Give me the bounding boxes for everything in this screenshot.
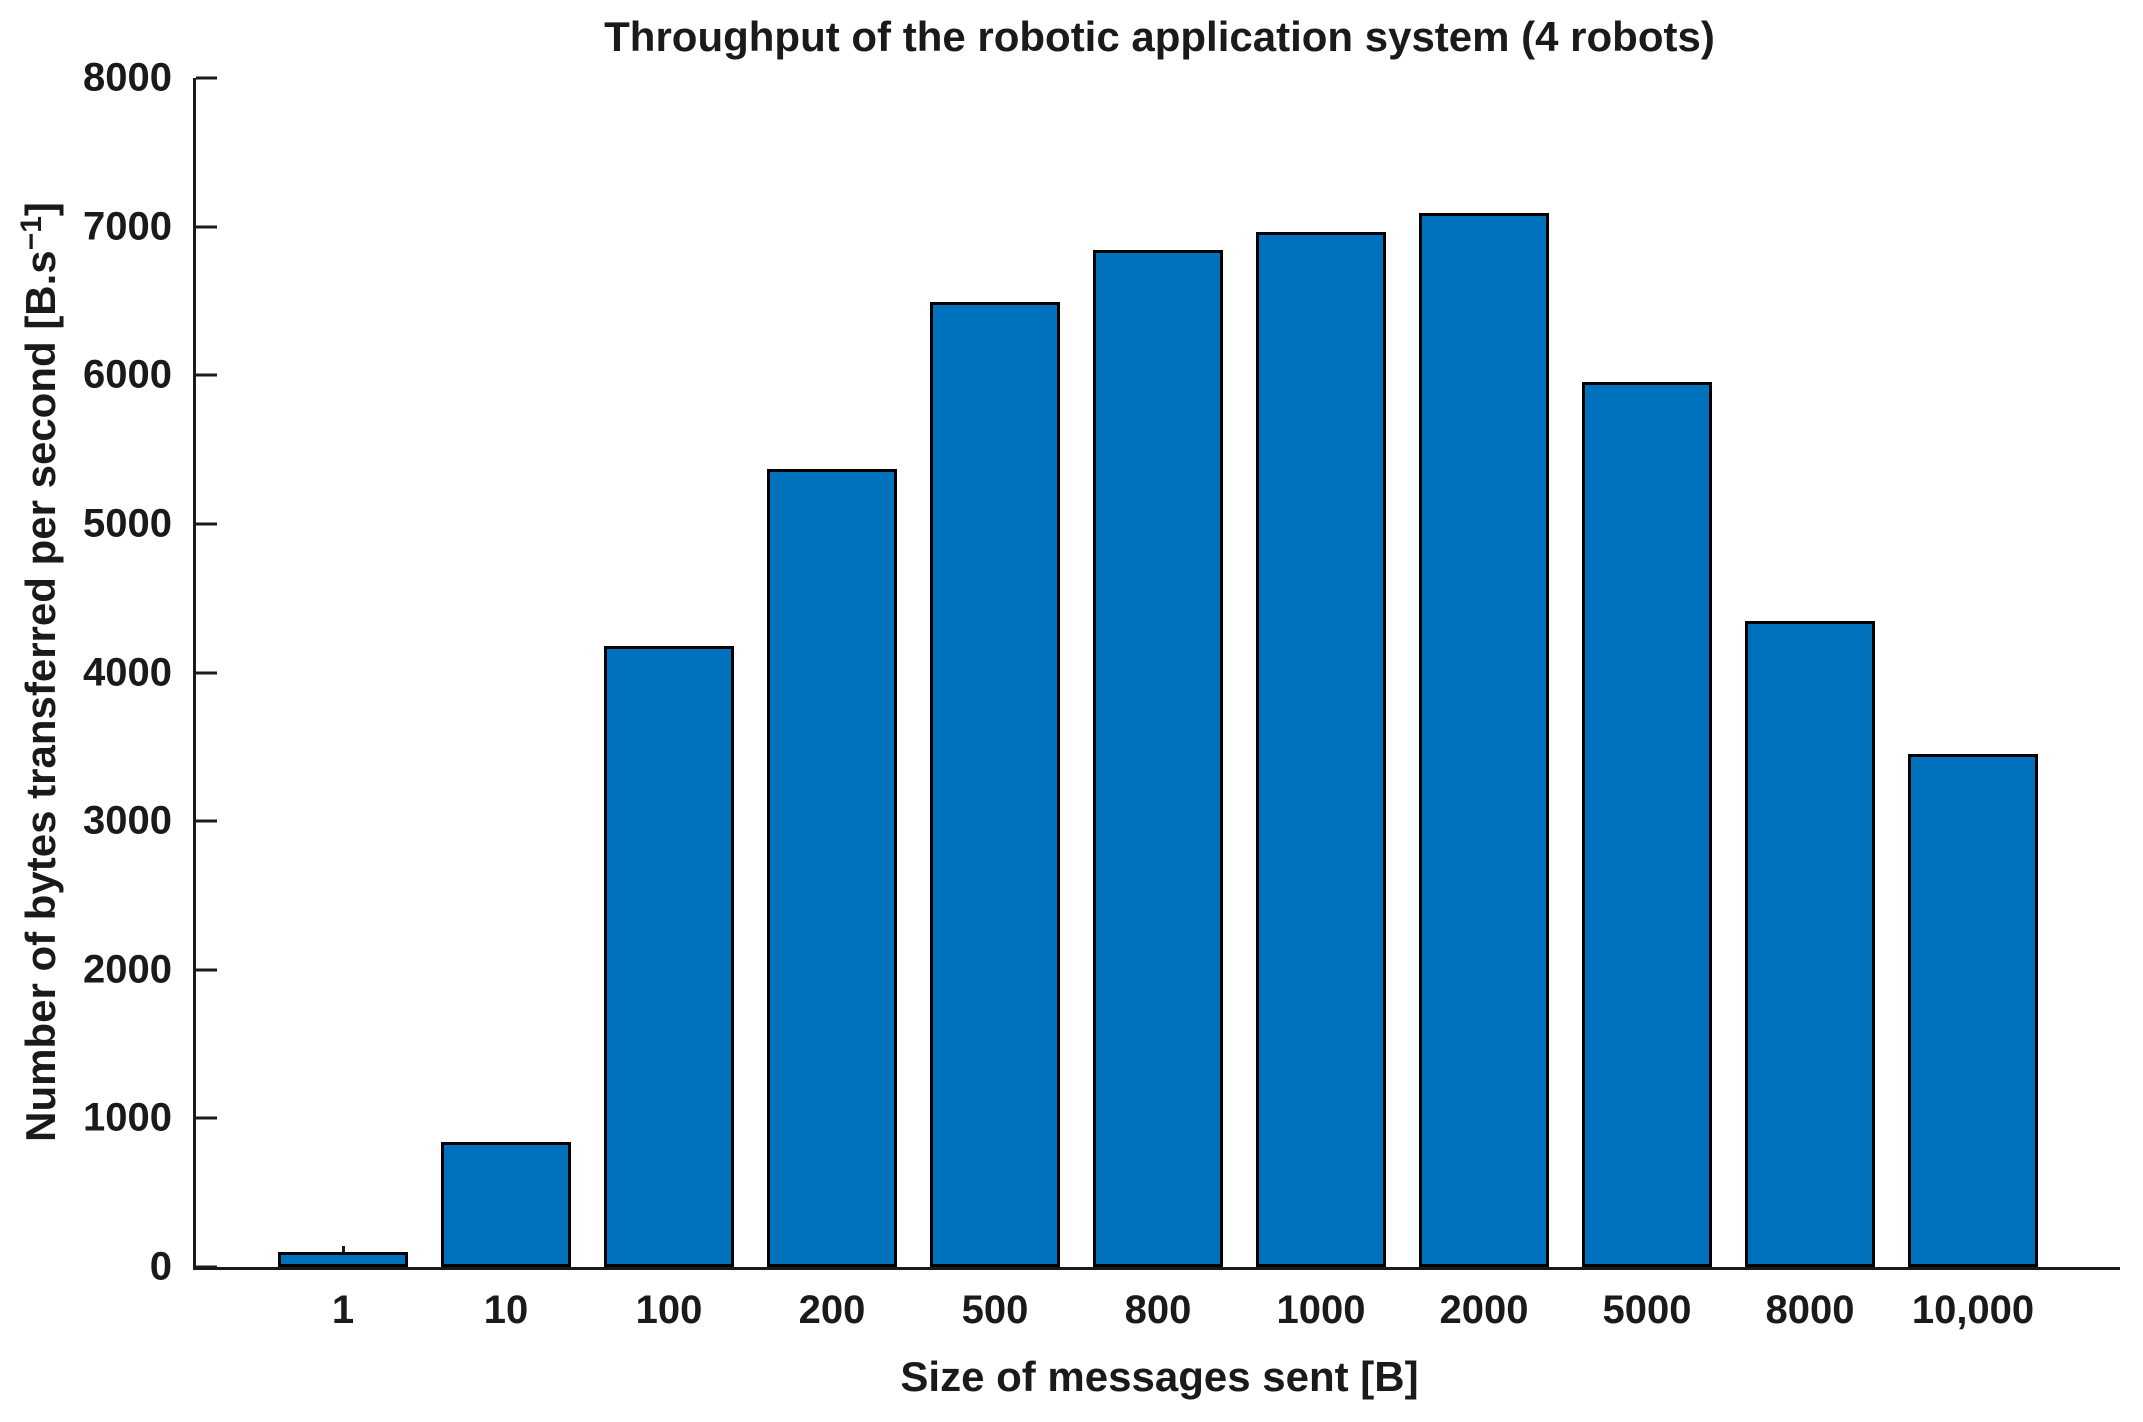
y-tick (196, 968, 217, 972)
bar-1000 (1256, 232, 1386, 1267)
x-tick-label: 2000 (1439, 1288, 1529, 1332)
y-tick (196, 225, 217, 229)
y-tick-label: 4000 (83, 650, 172, 694)
x-tick-label: 10 (483, 1288, 529, 1332)
y-tick-label: 3000 (83, 798, 172, 843)
chart-title: Throughput of the robotic application sy… (604, 13, 1715, 60)
x-tick-label: 8000 (1765, 1288, 1855, 1332)
y-tick-label: 5000 (83, 501, 172, 546)
bar-500 (930, 302, 1060, 1267)
x-tick-label: 1 (331, 1288, 355, 1332)
bar-800 (1093, 250, 1223, 1267)
y-tick (196, 1265, 217, 1269)
bar-5000 (1582, 382, 1712, 1267)
y-tick (196, 1116, 217, 1120)
bar-200 (767, 469, 897, 1267)
x-tick-label: 800 (1124, 1288, 1192, 1332)
y-tick (196, 819, 217, 823)
x-tick-label: 10,000 (1911, 1288, 2035, 1332)
bar-2000 (1419, 213, 1549, 1267)
bar-100 (604, 646, 734, 1267)
y-tick-label: 8000 (83, 55, 172, 100)
y-tick-label: 6000 (83, 352, 172, 397)
x-tick-label: 100 (635, 1288, 703, 1332)
y-axis-tick-labels: 0 1000 2000 3000 4000 5000 6000 7000 8000 (0, 56, 172, 1289)
plot-area (193, 76, 2120, 1270)
x-tick-label: 500 (961, 1288, 1029, 1332)
y-tick (196, 671, 217, 674)
x-tick-label: 1000 (1276, 1288, 1366, 1332)
y-tick-label: 7000 (83, 204, 172, 249)
y-tick (196, 373, 217, 377)
x-tick-label: 200 (798, 1288, 866, 1332)
x-axis-label: Size of messages sent [B] (900, 1353, 1419, 1400)
y-tick (196, 522, 217, 526)
bar-10 (441, 1142, 571, 1267)
y-tick (196, 76, 217, 80)
y-tick-label: 2000 (83, 947, 172, 992)
y-tick-label: 0 (149, 1244, 172, 1289)
x-tick-label: 5000 (1602, 1288, 1692, 1332)
y-tick-label: 1000 (83, 1095, 172, 1140)
bar-1 (278, 1252, 408, 1267)
x-axis-tick-labels: 1 10 100 200 500 800 1000 2000 5000 8000 10,000 (196, 1286, 2120, 1336)
bar-8000 (1745, 621, 1875, 1267)
bar-10,000 (1908, 754, 2038, 1267)
